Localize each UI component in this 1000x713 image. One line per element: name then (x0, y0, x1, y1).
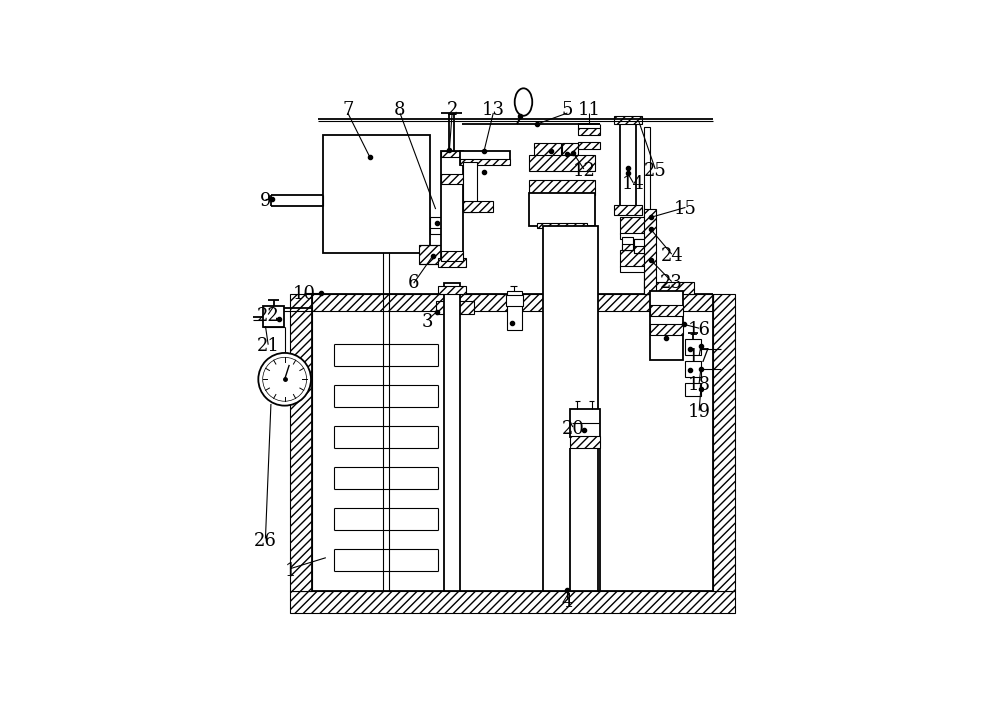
Polygon shape (578, 128, 600, 135)
Polygon shape (438, 259, 466, 267)
Polygon shape (463, 163, 477, 212)
Polygon shape (650, 324, 683, 335)
Circle shape (258, 353, 311, 406)
Polygon shape (644, 282, 694, 294)
Polygon shape (290, 294, 312, 590)
Polygon shape (507, 292, 522, 330)
Polygon shape (534, 143, 561, 157)
Text: 24: 24 (660, 247, 683, 265)
Text: 21: 21 (257, 337, 280, 355)
Polygon shape (263, 307, 284, 327)
Text: 12: 12 (572, 162, 595, 180)
Polygon shape (444, 283, 460, 590)
Text: 7: 7 (342, 101, 353, 119)
Polygon shape (620, 250, 650, 267)
Polygon shape (620, 266, 650, 272)
Text: 11: 11 (578, 101, 601, 119)
Polygon shape (436, 301, 474, 314)
Polygon shape (570, 436, 600, 448)
Text: 17: 17 (688, 349, 711, 366)
Text: 6: 6 (408, 275, 419, 292)
Text: 25: 25 (644, 162, 667, 180)
Text: 14: 14 (622, 175, 645, 193)
Text: 18: 18 (688, 376, 711, 394)
Polygon shape (290, 590, 735, 612)
Polygon shape (622, 237, 633, 250)
Polygon shape (620, 217, 650, 234)
Polygon shape (620, 232, 650, 240)
Polygon shape (620, 121, 636, 206)
Polygon shape (713, 294, 735, 590)
Polygon shape (622, 244, 633, 250)
Polygon shape (506, 295, 523, 307)
Text: 20: 20 (561, 420, 584, 438)
Text: 9: 9 (260, 192, 271, 210)
Polygon shape (441, 175, 463, 185)
Polygon shape (578, 142, 600, 149)
Polygon shape (614, 205, 642, 215)
Text: 3: 3 (422, 312, 433, 331)
Text: 22: 22 (257, 307, 280, 325)
Text: 19: 19 (688, 404, 711, 421)
Polygon shape (650, 305, 683, 316)
Text: 1: 1 (284, 563, 296, 580)
Polygon shape (570, 409, 600, 437)
Polygon shape (543, 225, 598, 590)
Polygon shape (441, 252, 463, 261)
Polygon shape (614, 116, 642, 124)
Polygon shape (438, 286, 466, 294)
Polygon shape (650, 292, 683, 360)
Polygon shape (323, 135, 430, 253)
Polygon shape (644, 209, 656, 294)
Polygon shape (534, 157, 561, 165)
Ellipse shape (515, 88, 532, 116)
Polygon shape (562, 157, 578, 165)
Text: 13: 13 (482, 101, 505, 119)
Polygon shape (529, 193, 595, 225)
Polygon shape (685, 383, 701, 396)
Text: 4: 4 (562, 593, 573, 610)
Polygon shape (529, 180, 595, 195)
Text: 23: 23 (660, 275, 683, 292)
Polygon shape (634, 240, 645, 253)
Polygon shape (312, 294, 713, 311)
Polygon shape (644, 127, 650, 294)
Text: 8: 8 (394, 101, 406, 119)
Text: 26: 26 (254, 532, 277, 550)
Polygon shape (460, 158, 510, 165)
Polygon shape (419, 245, 458, 264)
Polygon shape (460, 151, 510, 165)
Text: 16: 16 (688, 321, 711, 339)
Polygon shape (463, 201, 493, 212)
Polygon shape (441, 151, 462, 157)
Polygon shape (441, 151, 463, 261)
Polygon shape (685, 361, 701, 376)
Polygon shape (562, 143, 578, 157)
Polygon shape (529, 155, 595, 170)
Polygon shape (537, 222, 587, 228)
Text: 15: 15 (674, 200, 697, 218)
Polygon shape (634, 247, 645, 253)
Text: 10: 10 (292, 285, 315, 303)
Text: 5: 5 (562, 101, 573, 119)
Text: 2: 2 (446, 101, 458, 119)
Polygon shape (449, 314, 459, 319)
Polygon shape (685, 339, 701, 354)
